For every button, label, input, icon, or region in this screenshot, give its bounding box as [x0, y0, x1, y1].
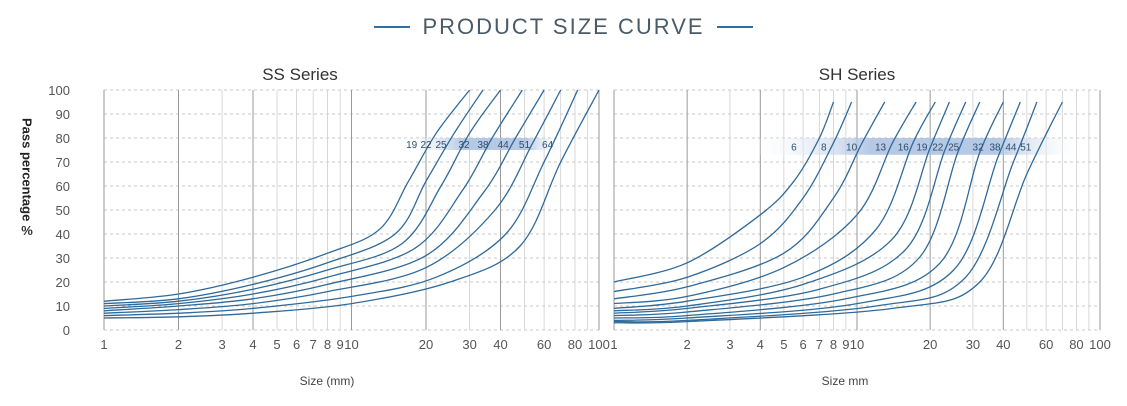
- ss-x-tick-label: 4: [249, 337, 256, 352]
- sh-x-tick-label: 4: [757, 337, 764, 352]
- ss-x-axis-label: Size (mm): [299, 374, 355, 388]
- ss-x-tick-label: 40: [493, 337, 507, 352]
- sh-curve-51: [613, 101, 1063, 324]
- sh-series-label: 8: [821, 142, 827, 153]
- sh-x-tick-label: 10: [850, 337, 864, 352]
- sh-x-tick-label: 100: [1089, 337, 1111, 352]
- sh-x-tick-label: 40: [996, 337, 1010, 352]
- ss-series-label: 38: [477, 140, 489, 151]
- ss-curve-38: [103, 89, 545, 312]
- sh-x-axis-label: Size mm: [821, 374, 869, 388]
- ss-curve-19: [103, 89, 471, 302]
- title-dash-left: [374, 26, 411, 28]
- sh-series-label: 25: [948, 142, 960, 153]
- sh-curve-32: [613, 101, 1004, 319]
- ss-x-tick-label: 30: [462, 337, 476, 352]
- sh-curve-38: [613, 101, 1021, 322]
- y-axis-label: Pass percentage: [19, 118, 35, 222]
- sh-curve-8: [613, 101, 853, 293]
- sh-x-tick-label: 6: [799, 337, 806, 352]
- ss-curve-64: [103, 89, 600, 319]
- sh-curve-6: [613, 101, 835, 283]
- sh-x-tick-label: 3: [726, 337, 733, 352]
- ss-curve-51: [103, 89, 579, 317]
- y-tick-label: 40: [56, 227, 70, 242]
- sh-curve-10: [613, 101, 886, 300]
- sh-curve-22: [613, 101, 967, 314]
- ss-size-band: [408, 138, 564, 150]
- y-tick-label: 50: [56, 203, 70, 218]
- sh-curve-16: [613, 101, 936, 310]
- sh-x-tick-label: 20: [923, 337, 937, 352]
- sh-x-tick-label: 30: [966, 337, 980, 352]
- ss-x-tick-label: 6: [293, 337, 300, 352]
- ss-series-label: 19: [406, 140, 418, 151]
- ss-x-tick-label: 100: [588, 337, 610, 352]
- ss-x-tick-label: 5: [273, 337, 280, 352]
- y-tick-label: 30: [56, 251, 70, 266]
- ss-x-tick-label: 1: [100, 337, 107, 352]
- ss-curve-25: [103, 89, 502, 307]
- sh-series-label: 38: [990, 142, 1002, 153]
- ss-series-label: 44: [498, 140, 510, 151]
- ss-curve-32: [103, 89, 523, 310]
- y-tick-label: 20: [56, 275, 70, 290]
- sh-series-label: 16: [898, 142, 910, 153]
- main-title-text: PRODUCT SIZE CURVE: [422, 14, 705, 39]
- ss-series-label: 32: [459, 140, 471, 151]
- sh-series-label: 44: [1005, 142, 1017, 153]
- ss-x-tick-label: 9: [337, 337, 344, 352]
- sh-x-tick-label: 8: [830, 337, 837, 352]
- y-tick-label: 100: [48, 83, 70, 98]
- y-tick-label: 70: [56, 155, 70, 170]
- sh-size-band: [760, 138, 1077, 155]
- ss-x-tick-label: 7: [310, 337, 317, 352]
- ss-x-tick-label: 3: [218, 337, 225, 352]
- sh-series-label: 6: [791, 142, 797, 153]
- y-axis-title: Pass percentage %: [16, 118, 38, 268]
- sh-chart-title: SH Series: [819, 65, 896, 84]
- y-tick-label: 10: [56, 299, 70, 314]
- ss-series-label: 64: [542, 140, 554, 151]
- sh-series-label: 32: [973, 142, 985, 153]
- sh-curve-44: [613, 101, 1038, 323]
- sh-series-label: 51: [1020, 142, 1032, 153]
- sh-curve-19: [613, 101, 950, 312]
- y-tick-label: 90: [56, 107, 70, 122]
- ss-x-tick-label: 2: [175, 337, 182, 352]
- sh-series-label: 13: [875, 142, 887, 153]
- chart-main-title: PRODUCT SIZE CURVE: [0, 14, 1127, 40]
- y-tick-label: 60: [56, 179, 70, 194]
- sh-x-tick-label: 80: [1069, 337, 1083, 352]
- ss-chart-title: SS Series: [262, 65, 338, 84]
- sh-curve-13: [613, 101, 917, 305]
- sh-curve-25: [613, 101, 981, 317]
- ss-curve-44: [103, 89, 562, 314]
- ss-series-label: 25: [435, 140, 447, 151]
- ss-x-tick-label: 10: [344, 337, 358, 352]
- ss-series-label: 22: [420, 140, 432, 151]
- ss-x-tick-label: 20: [419, 337, 433, 352]
- ss-x-tick-label: 8: [324, 337, 331, 352]
- y-tick-label: 80: [56, 131, 70, 146]
- ss-curve-22: [103, 89, 484, 305]
- ss-x-tick-label: 60: [537, 337, 551, 352]
- sh-x-tick-label: 60: [1039, 337, 1053, 352]
- ss-series-label: 51: [519, 140, 531, 151]
- y-axis-unit: %: [21, 223, 33, 239]
- sh-x-tick-label: 9: [842, 337, 849, 352]
- title-dash-right: [716, 26, 753, 28]
- sh-series-label: 10: [846, 142, 858, 153]
- sh-x-tick-label: 7: [816, 337, 823, 352]
- sh-x-tick-label: 1: [610, 337, 617, 352]
- y-tick-label: 0: [63, 323, 70, 338]
- sh-x-tick-label: 5: [780, 337, 787, 352]
- sh-series-label: 22: [932, 142, 944, 153]
- sh-x-tick-label: 2: [684, 337, 691, 352]
- sh-series-label: 19: [916, 142, 928, 153]
- ss-x-tick-label: 80: [568, 337, 582, 352]
